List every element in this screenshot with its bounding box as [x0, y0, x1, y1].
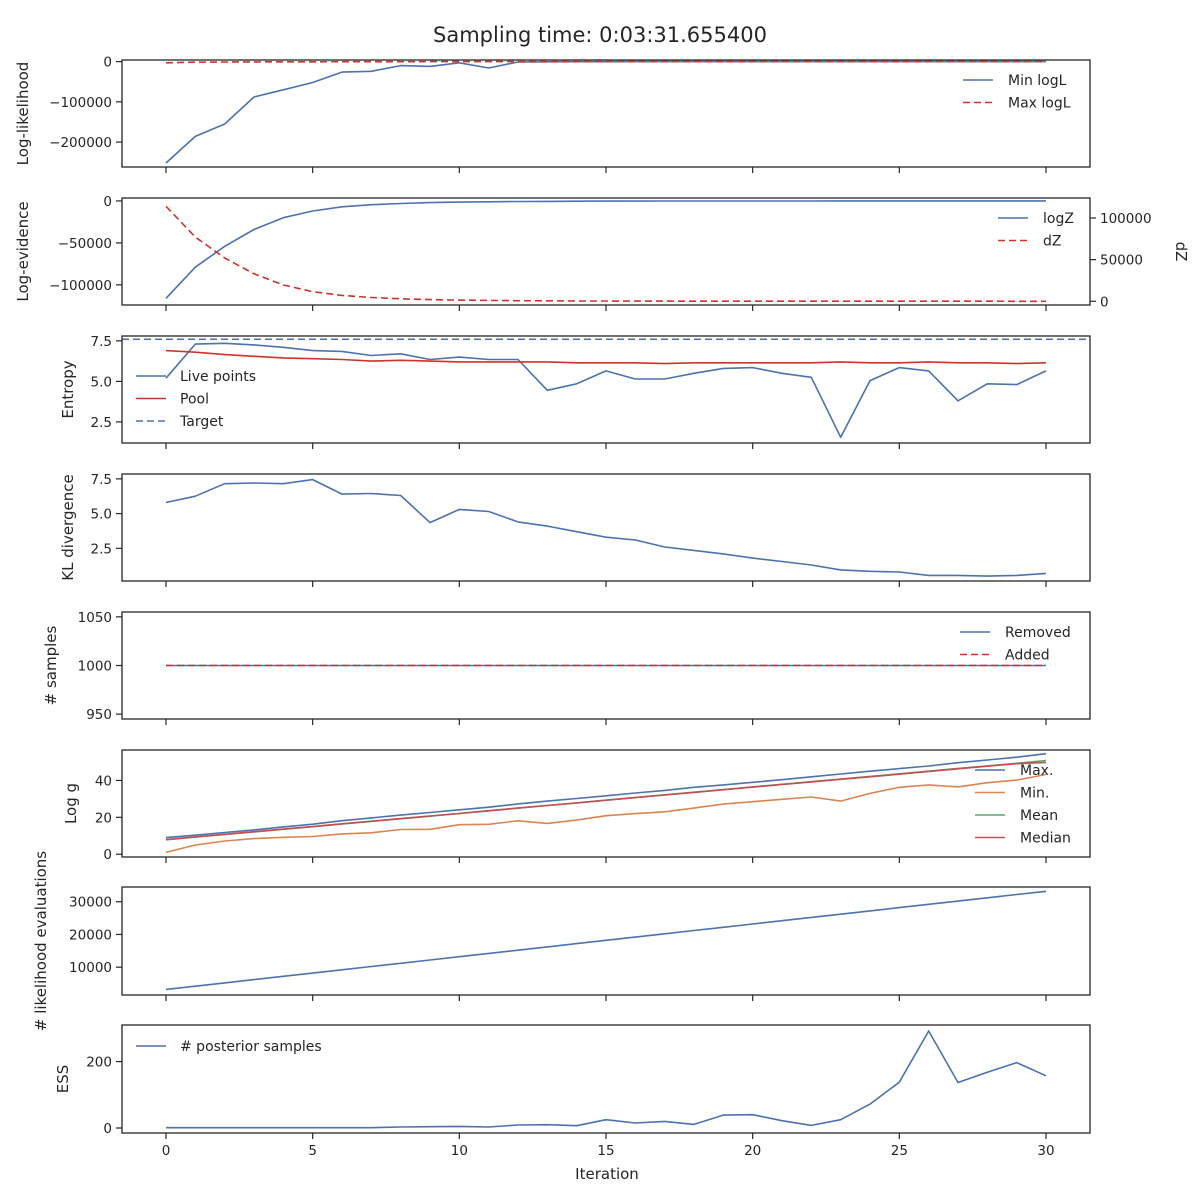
x-tick-label: 15: [597, 1143, 614, 1159]
x-tick-label: 20: [744, 1143, 761, 1159]
legend: Min logL Max logL: [963, 73, 1071, 112]
y-axis-label: Log g: [62, 783, 80, 824]
y-tick-label: −100000: [49, 95, 112, 111]
y-tick-label: 7.5: [91, 334, 112, 350]
y-tick-label: 1050: [78, 610, 112, 626]
panel-6: 40 20 0 Log g Max. Min. Mean Median: [62, 749, 1091, 863]
x-tick-label: 5: [308, 1143, 317, 1159]
x-tick-label: 30: [1037, 1143, 1054, 1159]
y-tick-label: 30000: [69, 895, 112, 911]
y-tick-label: 20: [95, 810, 112, 826]
legend-label: Live points: [180, 369, 256, 385]
y2-tick-label: 100000: [1100, 211, 1152, 227]
y-tick-label: 0: [103, 847, 112, 863]
y-axis-label: Entropy: [59, 360, 77, 418]
series-line-logz: [165, 200, 1046, 299]
y2-tick-label: 50000: [1100, 253, 1143, 269]
subplot-panels: 0 −100000 −200000 Log-likelihood Min logL Max…: [14, 55, 1190, 1159]
series-group: [165, 752, 1047, 854]
series-group: [165, 60, 1046, 164]
y-tick-label: 0: [103, 1121, 112, 1137]
y-tick-label: 5.0: [91, 374, 112, 390]
legend-label: Target: [179, 414, 224, 430]
series-line-dz: [165, 205, 1046, 303]
series-group: [122, 338, 1090, 439]
y-axis-label: ESS: [54, 1065, 72, 1094]
series-group: [165, 478, 1047, 577]
series-line-min-: [165, 773, 1047, 854]
legend-label: Max logL: [1008, 96, 1071, 112]
legend: # posterior samples: [136, 1039, 322, 1055]
series-line-data: [165, 890, 1047, 991]
y-tick-label: 40: [95, 773, 112, 789]
series-group: [166, 1030, 1047, 1129]
series-line-live-points: [165, 342, 1047, 439]
y-tick-label: 20000: [69, 927, 112, 943]
series-line-data: [165, 478, 1047, 577]
panel-1: 0 −100000 −200000 Log-likelihood Min logL Max…: [14, 55, 1091, 173]
legend-label: Mean: [1020, 808, 1058, 824]
legend: Max. Min. Mean Median: [975, 763, 1071, 847]
panel-4: 7.5 5.0 2.5 KL divergence: [59, 472, 1091, 587]
y-axis-label: # samples: [42, 625, 60, 705]
legend-label: Median: [1020, 831, 1071, 847]
legend-label: Removed: [1005, 625, 1071, 641]
y-tick-label: −100000: [49, 278, 112, 294]
legend-label: Max.: [1020, 763, 1053, 779]
panel-7: 30000 20000 10000 # likelihood evaluations: [32, 851, 1091, 1031]
figure-title: Sampling time: 0:03:31.655400: [433, 23, 767, 47]
y-tick-label: 7.5: [91, 472, 112, 488]
y-tick-label: 2.5: [91, 541, 112, 557]
y-tick-label: 200: [86, 1055, 112, 1071]
legend-label: dZ: [1043, 234, 1061, 250]
y2-tick-label: 0: [1100, 294, 1109, 310]
legend-label: logZ: [1043, 211, 1074, 227]
y-tick-label: 2.5: [91, 415, 112, 431]
panel-8: 0 5 10 15 20 25 30 200 0 ESS # posterior samples: [54, 1024, 1091, 1159]
y-axis-label: Log-evidence: [14, 201, 32, 301]
legend: logZ dZ: [998, 211, 1074, 250]
y-tick-label: −50000: [58, 236, 112, 252]
series-line-pool: [165, 349, 1047, 365]
series-line-max-logl: [165, 60, 1046, 64]
panel-2: 0 −50000 −100000 100000 50000 0 dZ Log-evidence…: [14, 194, 1190, 311]
series-line-median: [165, 761, 1047, 841]
y-tick-label: 1000: [78, 659, 112, 675]
y-tick-label: 950: [86, 707, 112, 723]
y2-axis-label: dZ: [1172, 242, 1190, 262]
series-line-max-: [165, 752, 1047, 839]
legend-label: Min.: [1020, 786, 1049, 802]
x-tick-label: 10: [451, 1143, 468, 1159]
y-tick-label: 10000: [69, 960, 112, 976]
y-axis-label: Log-likelihood: [14, 62, 32, 166]
legend: Live points Pool Target: [136, 369, 256, 430]
y-tick-label: −200000: [49, 135, 112, 151]
y-tick-label: 0: [103, 55, 112, 71]
x-tick-label: 0: [162, 1143, 171, 1159]
legend-label: Added: [1005, 648, 1050, 664]
legend-label: # posterior samples: [180, 1039, 322, 1055]
series-group: [165, 200, 1046, 303]
legend: Removed Added: [960, 625, 1071, 664]
legend-label: Min logL: [1008, 73, 1067, 89]
series-line--posterior-samples: [166, 1030, 1047, 1129]
x-axis-label: Iteration: [575, 1165, 639, 1183]
panel-5: 1050 1000 950 # samples Removed Added: [42, 610, 1091, 725]
y-tick-label: 5.0: [91, 507, 112, 523]
x-tick-label: 25: [891, 1143, 908, 1159]
y-tick-label: 0: [103, 194, 112, 210]
y-axis-label: # likelihood evaluations: [32, 851, 50, 1031]
panel-3: 7.5 5.0 2.5 Entropy Live points Pool Target: [59, 334, 1091, 449]
series-group: [165, 890, 1047, 991]
legend-label: Pool: [180, 392, 209, 408]
y-axis-label: KL divergence: [59, 474, 77, 580]
